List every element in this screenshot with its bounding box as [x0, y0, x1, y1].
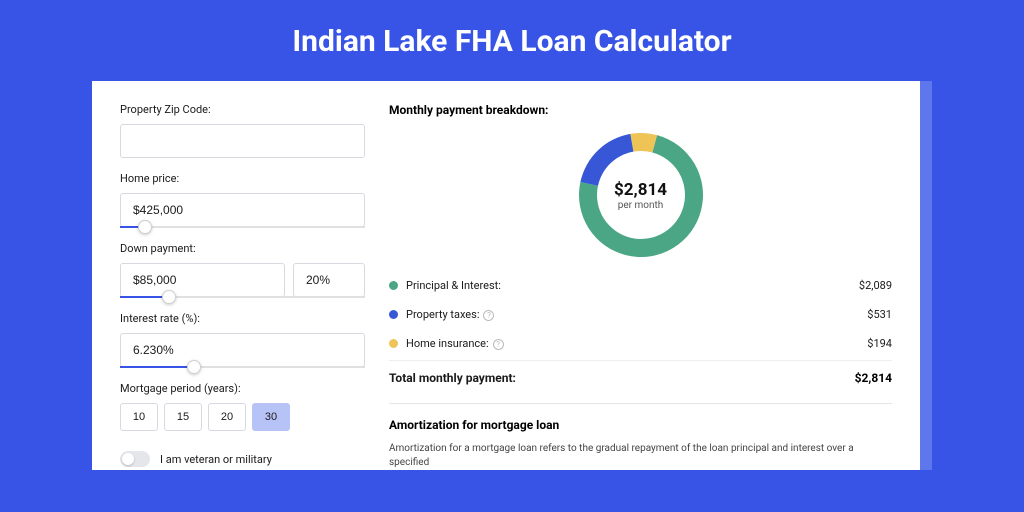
amortization-section: Amortization for mortgage loan Amortizat… — [389, 403, 892, 470]
legend-label: Home insurance:? — [406, 337, 867, 350]
veteran-toggle[interactable] — [120, 451, 150, 467]
total-label: Total monthly payment: — [389, 371, 855, 385]
total-row: Total monthly payment: $2,814 — [389, 360, 892, 397]
down-payment-label: Down payment: — [120, 242, 365, 255]
donut-sub: per month — [618, 200, 664, 211]
amortization-title: Amortization for mortgage loan — [389, 418, 892, 432]
rate-slider-thumb[interactable] — [187, 360, 201, 374]
donut-center: $2,814 per month — [579, 133, 703, 257]
period-btn-15[interactable]: 15 — [164, 403, 202, 431]
rate-group: Interest rate (%): — [120, 312, 365, 368]
down-payment-slider-thumb[interactable] — [162, 290, 176, 304]
form-column: Property Zip Code: Home price: Down paym… — [120, 103, 365, 470]
calculator-card: Property Zip Code: Home price: Down paym… — [92, 81, 920, 470]
rate-slider[interactable] — [120, 366, 365, 368]
home-price-group: Home price: — [120, 172, 365, 228]
home-price-slider[interactable] — [120, 226, 365, 228]
amortization-text: Amortization for a mortgage loan refers … — [389, 442, 892, 470]
donut-amount: $2,814 — [614, 180, 667, 200]
home-price-slider-thumb[interactable] — [138, 220, 152, 234]
info-icon[interactable]: ? — [483, 310, 494, 321]
legend-row: Principal & Interest:$2,089 — [389, 271, 892, 300]
legend-row: Home insurance:?$194 — [389, 329, 892, 358]
rate-input[interactable] — [120, 333, 365, 367]
breakdown-title: Monthly payment breakdown: — [389, 103, 892, 117]
rate-label: Interest rate (%): — [120, 312, 365, 325]
breakdown-column: Monthly payment breakdown: $2,814 per mo… — [389, 103, 892, 470]
veteran-row: I am veteran or military — [120, 451, 365, 467]
period-btn-30[interactable]: 30 — [252, 403, 290, 431]
home-price-label: Home price: — [120, 172, 365, 185]
zip-group: Property Zip Code: — [120, 103, 365, 158]
period-buttons: 10152030 — [120, 403, 365, 431]
legend-dot — [389, 339, 398, 348]
period-btn-20[interactable]: 20 — [208, 403, 246, 431]
down-payment-group: Down payment: — [120, 242, 365, 298]
legend-value: $531 — [867, 308, 892, 321]
legend-dot — [389, 281, 398, 290]
legend-row: Property taxes:?$531 — [389, 300, 892, 329]
legend-dot — [389, 310, 398, 319]
info-icon[interactable]: ? — [493, 339, 504, 350]
veteran-label: I am veteran or military — [160, 453, 272, 466]
zip-input[interactable] — [120, 124, 365, 158]
legend: Principal & Interest:$2,089Property taxe… — [389, 271, 892, 358]
card-shadow: Property Zip Code: Home price: Down paym… — [92, 81, 932, 470]
legend-value: $194 — [867, 337, 892, 350]
period-group: Mortgage period (years): 10152030 — [120, 382, 365, 431]
total-value: $2,814 — [855, 371, 892, 385]
legend-value: $2,089 — [859, 279, 892, 292]
donut-chart: $2,814 per month — [579, 133, 703, 257]
page-title: Indian Lake FHA Loan Calculator — [0, 0, 1024, 81]
down-payment-slider[interactable] — [120, 296, 365, 298]
period-label: Mortgage period (years): — [120, 382, 365, 395]
legend-label: Principal & Interest: — [406, 279, 859, 292]
down-payment-input[interactable] — [120, 263, 285, 297]
down-payment-pct-input[interactable] — [293, 263, 365, 297]
legend-label: Property taxes:? — [406, 308, 867, 321]
period-btn-10[interactable]: 10 — [120, 403, 158, 431]
donut-wrap: $2,814 per month — [389, 127, 892, 271]
home-price-input[interactable] — [120, 193, 365, 227]
zip-label: Property Zip Code: — [120, 103, 365, 116]
